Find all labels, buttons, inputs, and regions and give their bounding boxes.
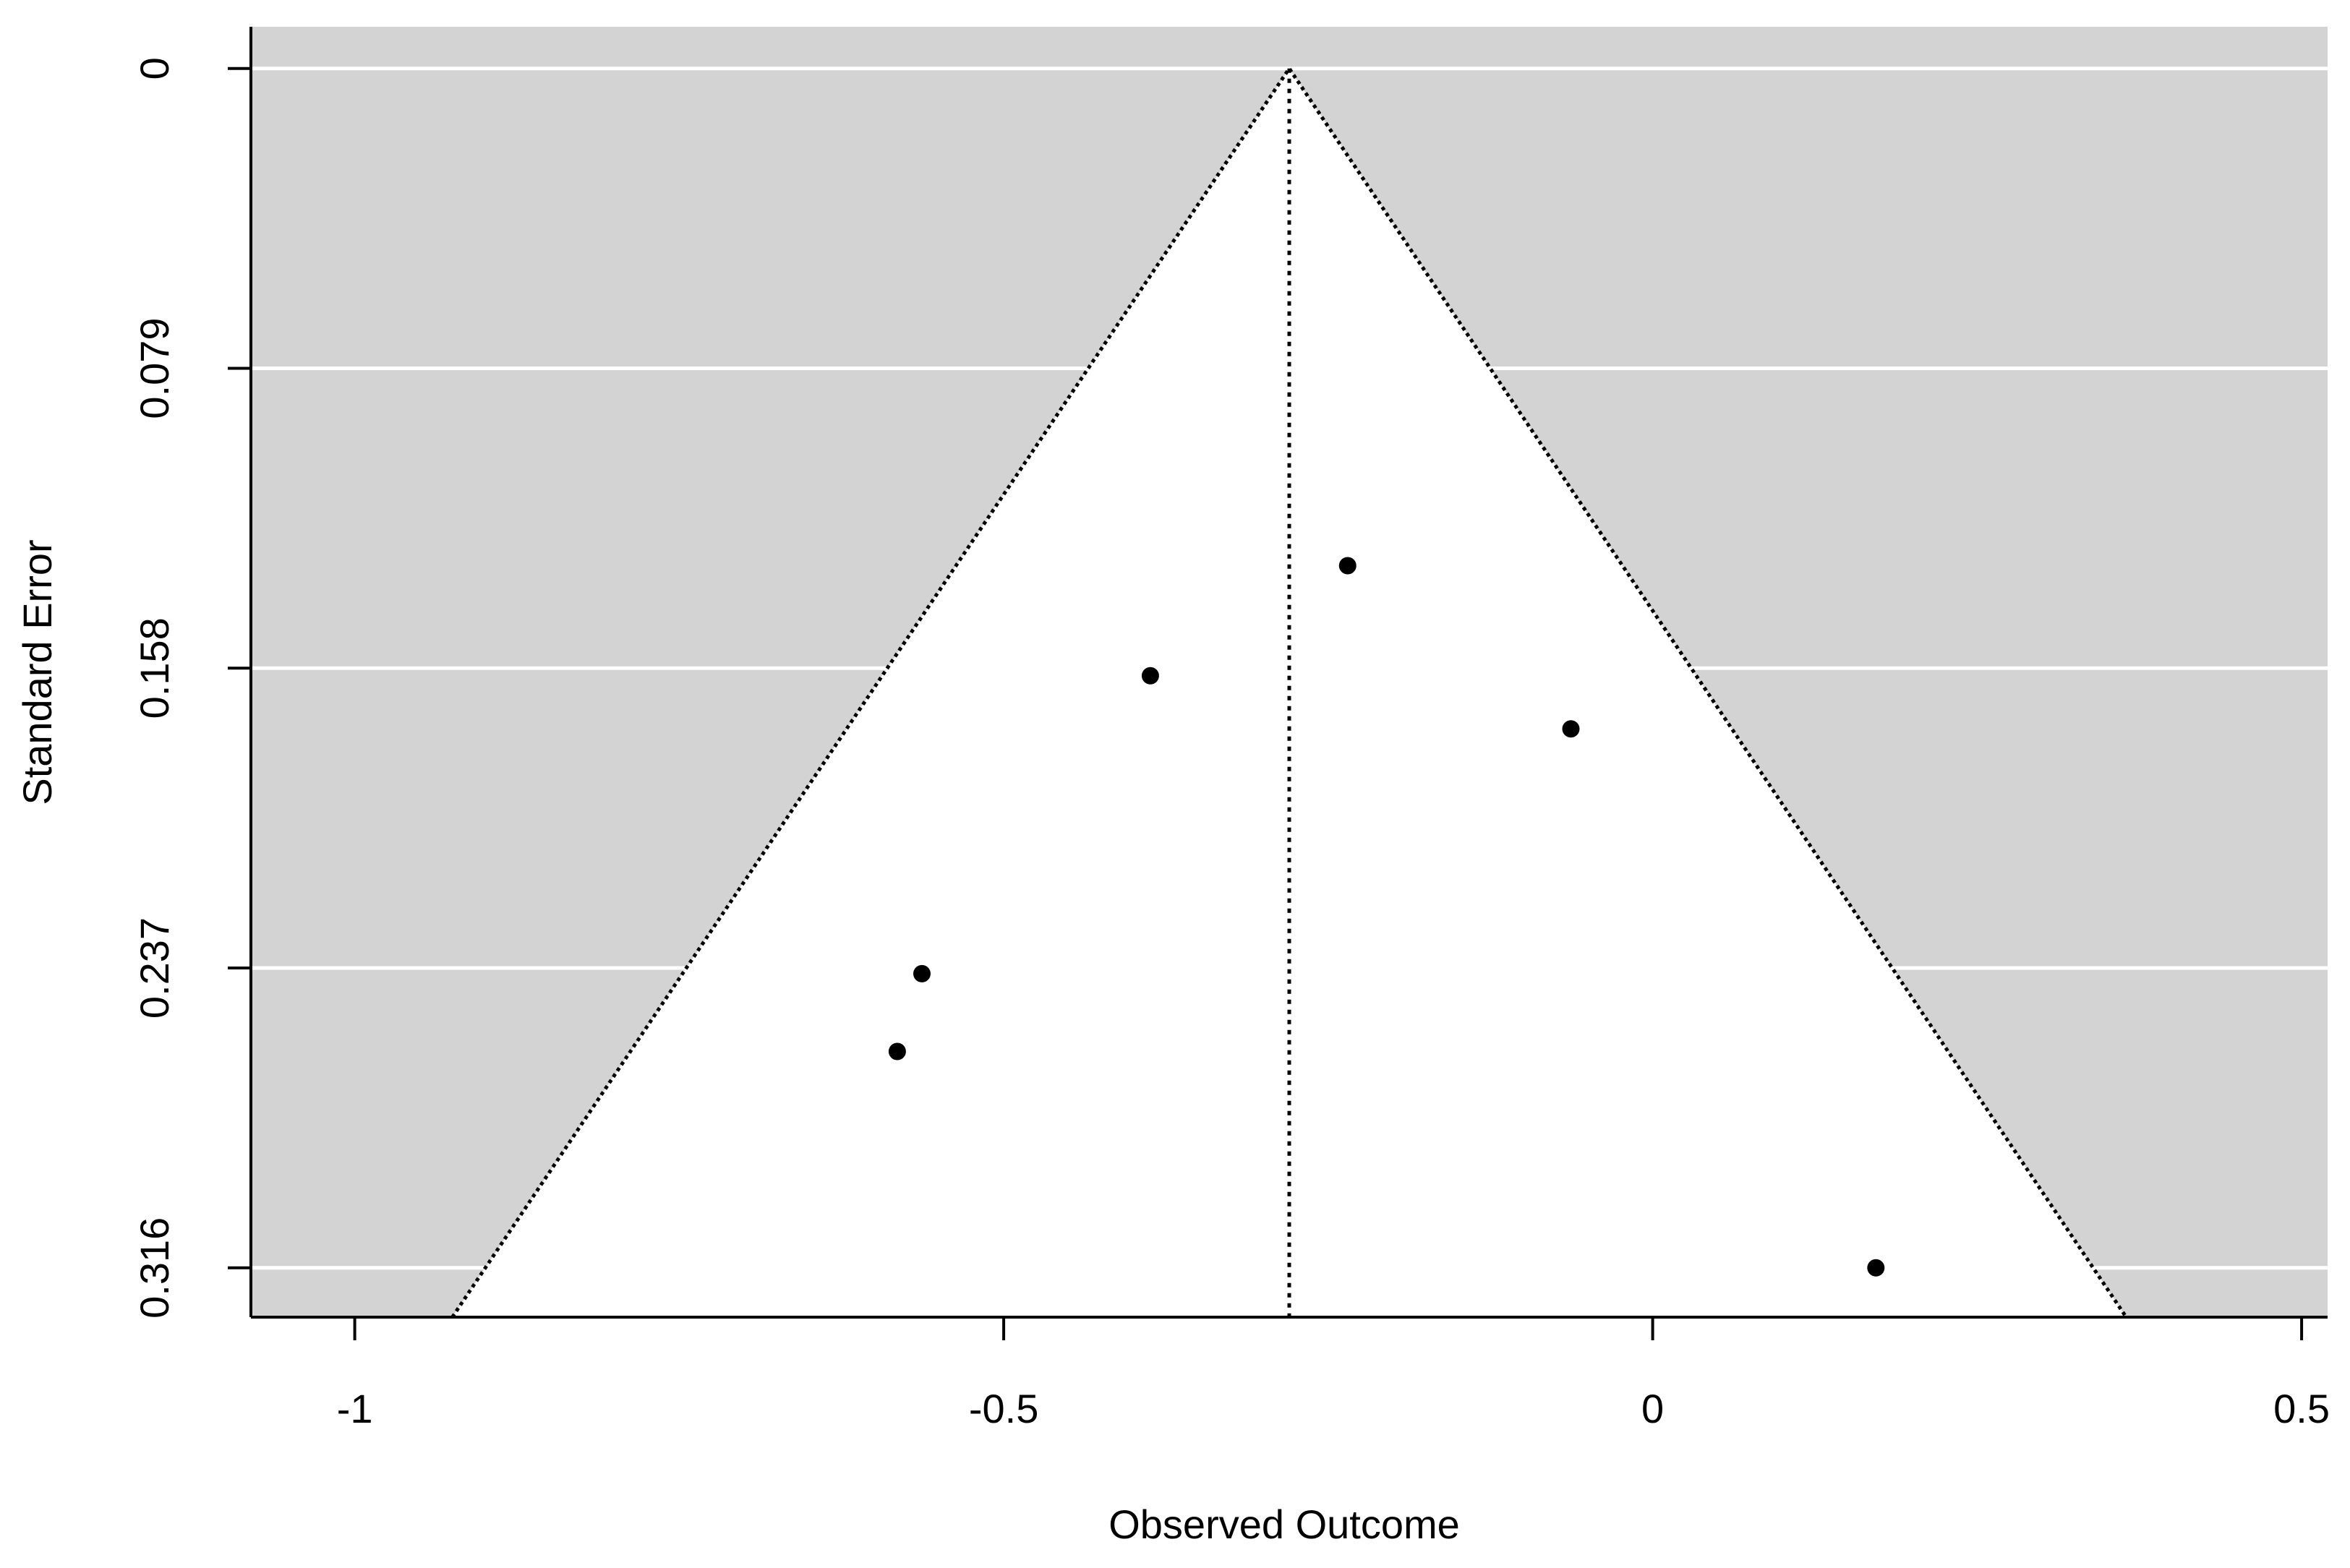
funnel-region <box>452 68 2127 1317</box>
x-tick-label: 0 <box>1641 1386 1664 1431</box>
y-axis-title: Standard Error <box>14 539 60 805</box>
data-point <box>1867 1259 1885 1277</box>
x-axis-title: Observed Outcome <box>1108 1501 1460 1547</box>
x-tick-label: -1 <box>337 1386 373 1431</box>
data-point <box>913 964 931 982</box>
funnel-edge <box>450 65 2128 1319</box>
data-point <box>888 1042 906 1061</box>
y-tick-label: 0 <box>132 57 177 80</box>
data-point <box>1141 667 1159 685</box>
y-tick-label: 0.079 <box>132 317 177 419</box>
data-point <box>1562 720 1580 738</box>
x-tick-label: 0.5 <box>2273 1386 2330 1431</box>
y-tick-label: 0.237 <box>132 917 177 1019</box>
y-tick-label: 0.158 <box>132 617 177 719</box>
x-tick-label: -0.5 <box>969 1386 1039 1431</box>
y-tick-label: 0.316 <box>132 1217 177 1319</box>
data-point <box>1338 557 1356 575</box>
